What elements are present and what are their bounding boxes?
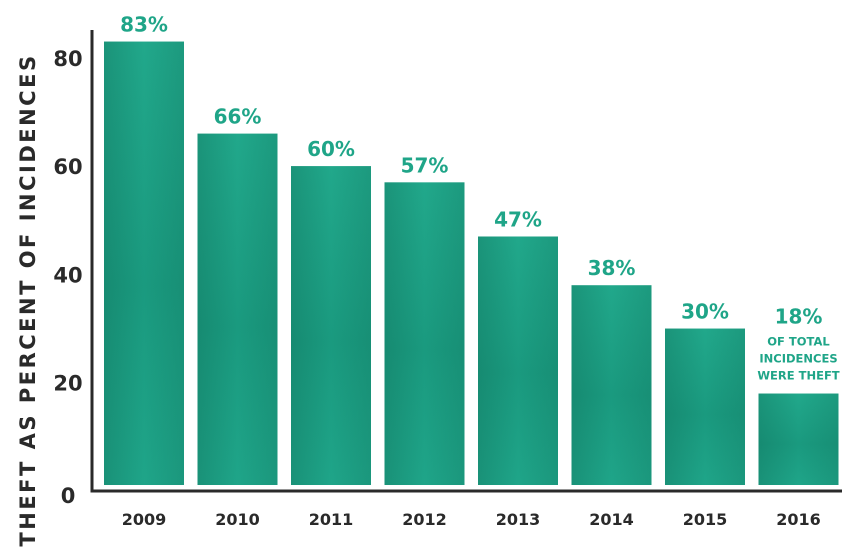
data-label-2016: 18%	[775, 305, 823, 329]
data-label-2012: 57%	[401, 153, 449, 177]
x-tick-label-2015: 2015	[683, 510, 728, 529]
axes-layer	[90, 30, 842, 493]
bar-shading-2012	[384, 182, 465, 485]
bar-shading-2010	[197, 133, 278, 486]
data-label-2009: 83%	[120, 13, 168, 37]
bar-shading-2016	[758, 393, 839, 485]
y-tick-label-40: 40	[53, 263, 82, 287]
data-label-2013: 47%	[494, 207, 542, 231]
y-tick-label-20: 20	[53, 372, 82, 396]
x-tick-label-2011: 2011	[309, 510, 354, 529]
data-label-2011: 60%	[307, 137, 355, 161]
data-labels-layer: 83% 66% 60% 57% 47% 38% 30% 18% OF TOTAL INCIDENC…	[120, 13, 840, 383]
bar-shading-2011	[291, 166, 371, 485]
data-label-2010: 66%	[214, 105, 262, 129]
y-tick-label-60: 60	[53, 155, 82, 179]
annotation-line-1: OF TOTAL	[767, 335, 830, 349]
bar-chart: 83% 66% 60% 57% 47% 38% 30% 18% OF TOTAL INCIDENC…	[53, 13, 842, 529]
data-label-2015: 30%	[681, 300, 729, 324]
annotation-line-3: WERE THEFT	[757, 369, 839, 383]
bar-shading-2014	[571, 285, 652, 485]
bar-shading-2009	[104, 41, 184, 486]
x-tick-label-2009: 2009	[122, 510, 167, 529]
x-tick-label-2014: 2014	[589, 510, 634, 529]
x-tick-label-2012: 2012	[402, 510, 447, 529]
bars-layer	[104, 41, 839, 486]
y-ticks-layer: 0 20 40 60 80	[53, 47, 82, 508]
data-label-2014: 38%	[588, 256, 636, 280]
y-tick-label-0: 0	[61, 484, 76, 508]
bar-shading-2013	[478, 236, 558, 485]
x-tick-label-2010: 2010	[215, 510, 260, 529]
bar-shading-2015	[665, 328, 745, 485]
annotation-line-2: INCIDENCES	[759, 352, 837, 366]
y-tick-label-80: 80	[53, 47, 82, 71]
x-ticks-layer: 2009 2010 2011 2012 2013 2014 2015 2016	[122, 510, 821, 529]
x-tick-label-2016: 2016	[776, 510, 821, 529]
x-tick-label-2013: 2013	[496, 510, 541, 529]
